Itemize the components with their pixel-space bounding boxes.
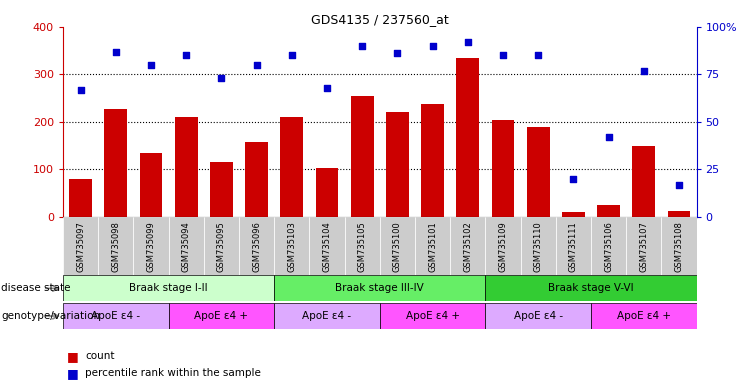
Point — [532, 52, 544, 58]
Bar — [280, 117, 303, 217]
Text: Braak stage I-II: Braak stage I-II — [129, 283, 208, 293]
Bar — [668, 211, 691, 217]
Bar — [421, 104, 444, 217]
Bar — [661, 217, 697, 275]
Point — [427, 43, 439, 49]
Bar — [210, 162, 233, 217]
Bar — [379, 303, 485, 329]
Text: GSM735100: GSM735100 — [393, 222, 402, 272]
Bar — [274, 303, 380, 329]
Text: GSM735099: GSM735099 — [147, 222, 156, 272]
Bar — [632, 146, 655, 217]
Bar — [175, 117, 198, 217]
Text: ApoE ε4 +: ApoE ε4 + — [617, 311, 671, 321]
Bar — [350, 96, 373, 217]
Point — [638, 68, 650, 74]
Text: GSM735102: GSM735102 — [463, 222, 472, 272]
Bar — [310, 217, 345, 275]
Point — [216, 75, 227, 81]
Text: ApoE ε4 -: ApoE ε4 - — [91, 311, 140, 321]
Text: percentile rank within the sample: percentile rank within the sample — [85, 368, 261, 378]
Point — [321, 84, 333, 91]
Point — [356, 43, 368, 49]
Bar — [139, 153, 162, 217]
Bar — [316, 169, 339, 217]
Text: GSM735097: GSM735097 — [76, 222, 85, 272]
Text: ApoE ε4 +: ApoE ε4 + — [194, 311, 248, 321]
Text: GSM735109: GSM735109 — [499, 222, 508, 272]
Text: GSM735110: GSM735110 — [534, 222, 542, 272]
Bar — [63, 303, 169, 329]
Text: ■: ■ — [67, 350, 79, 363]
Bar — [456, 58, 479, 217]
Point — [391, 50, 403, 56]
Point — [286, 52, 298, 58]
Bar — [98, 217, 133, 275]
Point — [673, 182, 685, 188]
Title: GDS4135 / 237560_at: GDS4135 / 237560_at — [311, 13, 448, 26]
Point — [602, 134, 614, 140]
Bar — [345, 217, 379, 275]
Bar — [415, 217, 450, 275]
Text: disease state: disease state — [1, 283, 71, 293]
Bar — [556, 217, 591, 275]
Text: GSM735107: GSM735107 — [639, 222, 648, 272]
Text: ApoE ε4 -: ApoE ε4 - — [514, 311, 562, 321]
Bar — [485, 275, 697, 301]
Text: GSM735103: GSM735103 — [288, 222, 296, 272]
Point — [180, 52, 192, 58]
Bar — [491, 119, 514, 217]
Point — [145, 62, 157, 68]
Point — [250, 62, 262, 68]
Bar — [204, 217, 239, 275]
Point — [497, 52, 509, 58]
Bar — [450, 217, 485, 275]
Text: GSM735111: GSM735111 — [569, 222, 578, 272]
Bar — [69, 179, 92, 217]
Text: ApoE ε4 -: ApoE ε4 - — [302, 311, 351, 321]
Point — [75, 86, 87, 93]
Bar — [104, 109, 127, 217]
Bar — [274, 275, 485, 301]
Bar — [527, 127, 550, 217]
Bar — [133, 217, 168, 275]
Point — [568, 176, 579, 182]
Bar — [245, 142, 268, 217]
Text: GSM735106: GSM735106 — [604, 222, 613, 272]
Bar — [562, 212, 585, 217]
Text: ■: ■ — [67, 367, 79, 380]
Bar — [168, 217, 204, 275]
Bar — [597, 205, 620, 217]
Bar — [274, 217, 309, 275]
Text: ApoE ε4 +: ApoE ε4 + — [405, 311, 459, 321]
Text: GSM735101: GSM735101 — [428, 222, 437, 272]
Bar — [386, 113, 409, 217]
Bar — [591, 217, 626, 275]
Bar — [485, 303, 591, 329]
Text: GSM735104: GSM735104 — [322, 222, 331, 272]
Bar — [520, 217, 556, 275]
Bar — [379, 217, 415, 275]
Text: GSM735098: GSM735098 — [111, 222, 120, 272]
Bar — [239, 217, 274, 275]
Bar — [591, 303, 697, 329]
Bar — [63, 275, 274, 301]
Text: count: count — [85, 351, 115, 361]
Bar — [169, 303, 274, 329]
Point — [110, 48, 122, 55]
Point — [462, 39, 473, 45]
Text: genotype/variation: genotype/variation — [1, 311, 101, 321]
Text: GSM735096: GSM735096 — [252, 222, 261, 272]
Bar — [626, 217, 661, 275]
Bar — [63, 217, 98, 275]
Text: GSM735095: GSM735095 — [217, 222, 226, 272]
Bar — [485, 217, 520, 275]
Text: GSM735094: GSM735094 — [182, 222, 190, 272]
Text: Braak stage V-VI: Braak stage V-VI — [548, 283, 634, 293]
Text: GSM735105: GSM735105 — [358, 222, 367, 272]
Text: Braak stage III-IV: Braak stage III-IV — [336, 283, 424, 293]
Text: GSM735108: GSM735108 — [674, 222, 683, 272]
